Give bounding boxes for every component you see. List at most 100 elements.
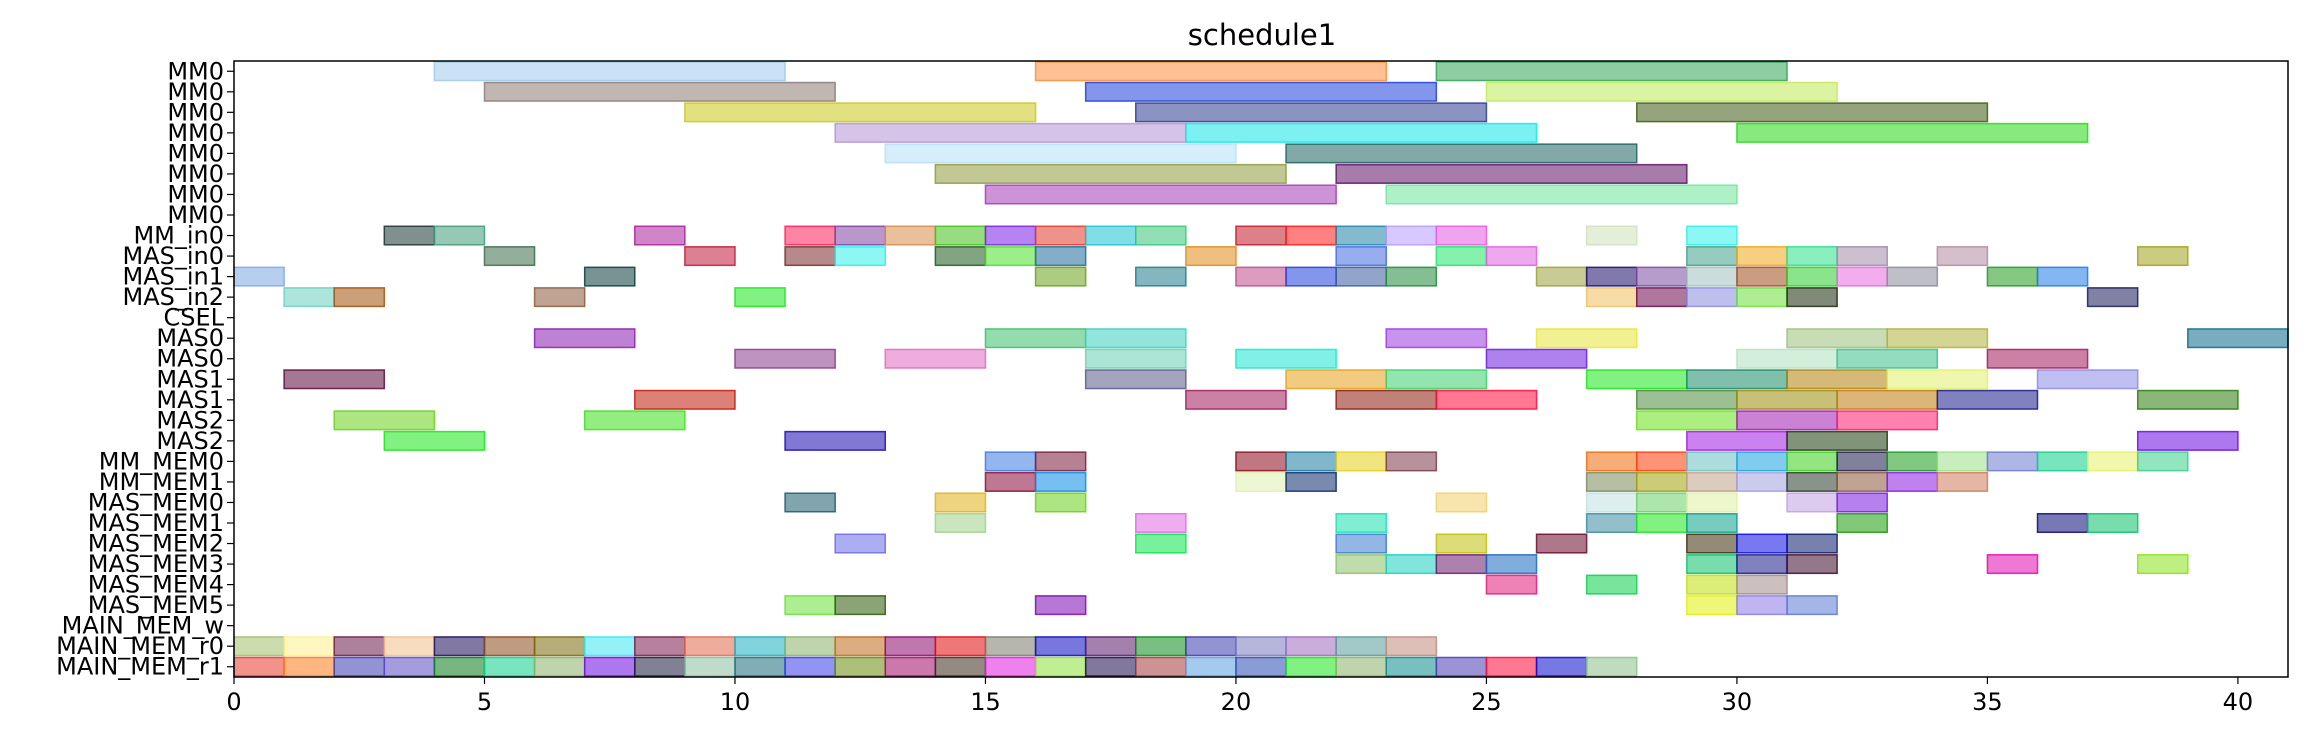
bar-42 <box>1034 246 1087 267</box>
bar-103 <box>1786 369 1888 390</box>
bar-17 <box>1385 184 1738 205</box>
bar-217 <box>1084 636 1137 657</box>
bar-233 <box>684 656 736 677</box>
bar-245 <box>1285 656 1337 677</box>
y-tick-label-24: MAS_MEM3 <box>88 550 224 578</box>
bar-2 <box>1435 61 1788 82</box>
bar-47 <box>1686 246 1738 267</box>
x-tick-label-0: 0 <box>226 688 241 716</box>
bar-228 <box>433 656 486 677</box>
bar-175 <box>1335 533 1387 554</box>
bar-89 <box>734 348 836 369</box>
bar-156 <box>934 492 987 513</box>
y-tick-label-4: MM0 <box>167 139 224 167</box>
bar-121 <box>784 430 887 451</box>
bar-93 <box>1485 348 1588 369</box>
bar-22 <box>834 225 887 246</box>
bar-48 <box>1736 246 1788 267</box>
bar-150 <box>1736 471 1788 492</box>
bar-0 <box>433 61 786 82</box>
bar-108 <box>1335 389 1438 410</box>
bar-115 <box>333 410 436 431</box>
bar-238 <box>934 656 987 677</box>
bar-248 <box>1435 656 1488 677</box>
bar-242 <box>1135 656 1187 677</box>
bar-129 <box>1335 451 1387 472</box>
bar-246 <box>1335 656 1387 677</box>
bar-1 <box>1034 61 1387 82</box>
bar-111 <box>1736 389 1838 410</box>
y-tick-label-7: MM0 <box>167 201 224 229</box>
bar-247 <box>1385 656 1438 677</box>
bar-180 <box>1786 533 1838 554</box>
bar-33 <box>1435 225 1488 246</box>
bar-154 <box>1936 471 1989 492</box>
bar-45 <box>1435 246 1488 267</box>
bar-235 <box>784 656 836 677</box>
bar-173 <box>834 533 887 554</box>
bar-18 <box>383 225 436 246</box>
bar-222 <box>1335 636 1387 657</box>
bar-243 <box>1185 656 1237 677</box>
bar-24 <box>934 225 987 246</box>
bar-164 <box>934 512 987 534</box>
bar-236 <box>834 656 887 677</box>
bar-155 <box>784 492 836 513</box>
bar-37 <box>684 246 736 267</box>
bar-76 <box>1635 287 1688 308</box>
y-tick-label-27: MAIN_MEM_w <box>62 612 224 640</box>
y-tick-label-18: MAS2 <box>156 427 224 455</box>
bar-132 <box>1635 451 1688 472</box>
bar-13 <box>1285 143 1638 164</box>
bar-19 <box>433 225 486 246</box>
bar-3 <box>483 81 836 102</box>
bar-165 <box>1135 512 1187 534</box>
x-tick-label-6: 30 <box>1722 688 1753 716</box>
bar-128 <box>1285 451 1337 472</box>
bar-141 <box>2086 451 2139 472</box>
bar-67 <box>1836 266 1888 287</box>
bar-198 <box>1736 595 1788 616</box>
bar-109 <box>1435 389 1538 410</box>
bar-116 <box>583 410 686 431</box>
bar-61 <box>1535 266 1588 287</box>
bar-203 <box>383 636 436 657</box>
bar-231 <box>583 656 636 677</box>
bar-75 <box>1585 287 1638 308</box>
bar-237 <box>884 656 937 677</box>
bar-68 <box>1886 266 1939 287</box>
bar-147 <box>1585 471 1638 492</box>
bar-59 <box>1335 266 1387 287</box>
bar-23 <box>884 225 937 246</box>
bar-53 <box>233 266 285 287</box>
bar-234 <box>734 656 786 677</box>
y-tick-label-14: MAS0 <box>156 345 224 373</box>
bar-183 <box>1435 554 1488 575</box>
bar-29 <box>1235 225 1287 246</box>
bar-16 <box>984 184 1337 205</box>
bar-133 <box>1686 451 1738 472</box>
bar-52 <box>2136 246 2189 267</box>
bar-145 <box>1235 471 1287 492</box>
x-tick-label-7: 35 <box>1972 688 2003 716</box>
bar-99 <box>1285 369 1387 390</box>
y-tick-label-1: MM0 <box>167 78 224 106</box>
bar-36 <box>483 246 536 267</box>
bar-232 <box>634 656 686 677</box>
bar-213 <box>884 636 937 657</box>
chart-title: schedule1 <box>1188 18 1336 52</box>
bar-209 <box>684 636 736 657</box>
bar-148 <box>1635 471 1688 492</box>
bar-104 <box>1886 369 1989 390</box>
bar-239 <box>984 656 1037 677</box>
bar-8 <box>1635 102 1989 123</box>
bar-163 <box>1836 492 1888 513</box>
bar-159 <box>1585 492 1638 513</box>
y-tick-label-9: MAS_in0 <box>122 242 224 270</box>
bar-214 <box>934 636 987 657</box>
y-tick-label-2: MM0 <box>167 98 224 126</box>
bar-41 <box>984 246 1037 267</box>
bar-114 <box>2136 389 2239 410</box>
bar-187 <box>1786 554 1838 575</box>
bar-172 <box>2086 512 2139 534</box>
